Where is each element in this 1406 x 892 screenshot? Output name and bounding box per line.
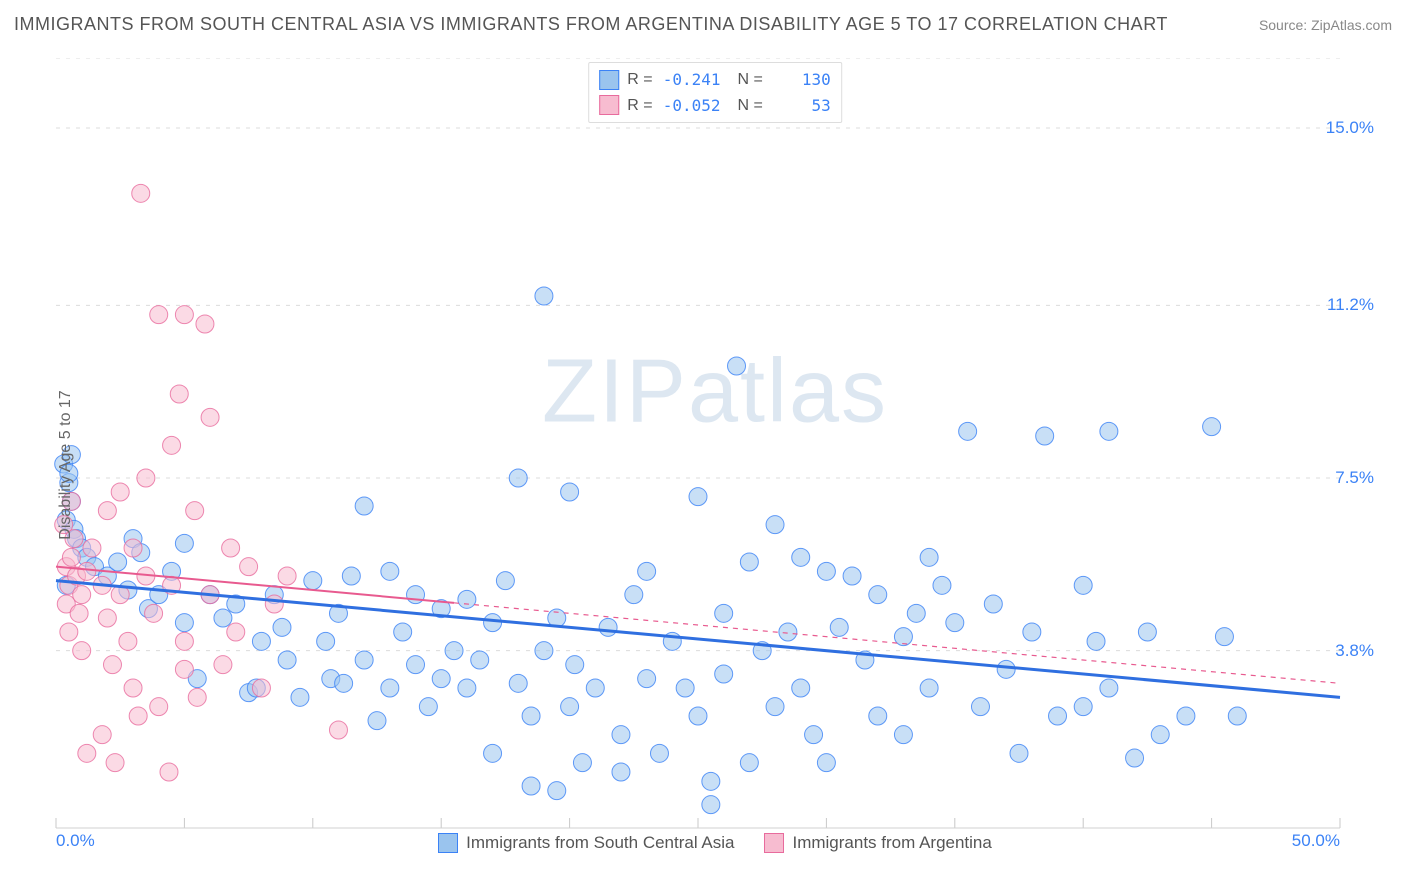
chart-title: IMMIGRANTS FROM SOUTH CENTRAL ASIA VS IM… [14, 14, 1168, 35]
legend-item-series-a: Immigrants from South Central Asia [438, 833, 734, 853]
y-axis-tick: 7.5% [1335, 468, 1374, 488]
legend-row-series-a: R = -0.241 N = 130 [599, 67, 831, 93]
swatch-series-a [599, 70, 619, 90]
y-axis-tick: 15.0% [1326, 118, 1374, 138]
y-axis-tick: 11.2% [1327, 295, 1374, 315]
chart-area: Disability Age 5 to 17 ZIPatlas R = -0.2… [50, 58, 1380, 853]
series-legend: Immigrants from South Central Asia Immig… [50, 833, 1380, 853]
legend-item-series-b: Immigrants from Argentina [764, 833, 991, 853]
y-axis-label: Disability Age 5 to 17 [57, 390, 75, 539]
y-axis-tick: 3.8% [1335, 641, 1374, 661]
legend-row-series-b: R = -0.052 N = 53 [599, 93, 831, 119]
swatch-series-a [438, 833, 458, 853]
source-label: Source: ZipAtlas.com [1259, 17, 1392, 33]
scatter-chart [50, 58, 1380, 853]
swatch-series-b [599, 95, 619, 115]
swatch-series-b [764, 833, 784, 853]
correlation-legend: R = -0.241 N = 130 R = -0.052 N = 53 [588, 62, 842, 123]
